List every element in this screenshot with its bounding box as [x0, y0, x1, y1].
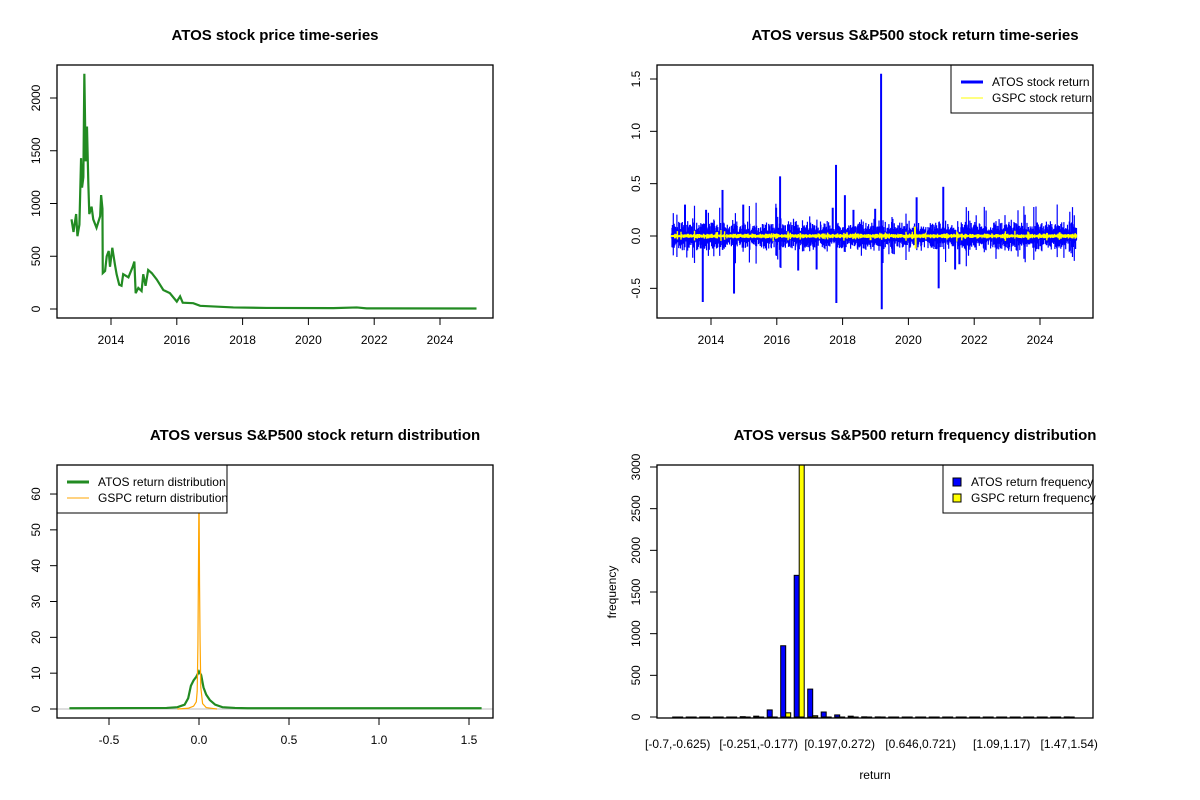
- atos-density-line: [69, 669, 482, 710]
- y-tick-label: 0.0: [629, 227, 643, 244]
- legend-swatch-icon: [952, 493, 962, 503]
- panel-2: ATOS versus S&P500 stock return time-ser…: [629, 27, 1094, 347]
- plot-area: [672, 465, 1075, 718]
- legend-label: ATOS return distribution: [98, 475, 226, 489]
- y-tick-label: 60: [29, 487, 43, 501]
- y-tick-label: 1000: [29, 190, 43, 217]
- y-tick-label: 3000: [629, 453, 643, 480]
- y-tick-label: 1.0: [629, 123, 643, 140]
- atos-frequency-bar: [753, 715, 760, 718]
- plot-frame: [656, 464, 1094, 719]
- x-tick-label: 2016: [163, 333, 190, 347]
- plot-area: [670, 73, 1078, 310]
- y-tick-label: 1500: [29, 137, 43, 164]
- legend-box: [950, 64, 1094, 114]
- x-tick-label: 2022: [361, 333, 388, 347]
- x-tick-label: [-0.7,-0.625): [645, 737, 710, 751]
- x-tick-label: 2014: [98, 333, 125, 347]
- atos-frequency-bar: [766, 709, 773, 718]
- y-tick-label: 2500: [629, 495, 643, 522]
- legend-swatch-icon: [952, 477, 962, 487]
- legend: ATOS stock return GSPC stock return: [950, 64, 1094, 114]
- atos-frequency-bar: [807, 688, 814, 718]
- y-axis-label: frequency: [605, 566, 619, 619]
- price-line: [70, 73, 477, 310]
- gspc-frequency-bar: [798, 465, 805, 718]
- atos-frequency-bar: [834, 714, 841, 718]
- x-tick-label: 1.0: [371, 733, 388, 747]
- y-tick-label: 500: [629, 665, 643, 685]
- atos-frequency-bar: [847, 715, 854, 718]
- y-tick-label: 0: [629, 713, 643, 720]
- x-tick-label: 2020: [295, 333, 322, 347]
- x-tick-label: 2014: [698, 333, 725, 347]
- legend: ATOS return distribution GSPC return dist…: [56, 464, 228, 514]
- chart-title: ATOS versus S&P500 return frequency dist…: [734, 427, 1097, 444]
- x-tick-label: [1.47,1.54): [1041, 737, 1098, 751]
- x-tick-label: 2016: [763, 333, 790, 347]
- x-tick-label: 2020: [895, 333, 922, 347]
- x-tick-label: 2018: [229, 333, 256, 347]
- chart-title: ATOS stock price time-series: [171, 27, 378, 44]
- panel-4: ATOS versus S&P500 return frequency dist…: [605, 427, 1098, 782]
- gspc-density-line: [177, 483, 218, 710]
- panel-3: ATOS versus S&P500 stock return distribu…: [29, 427, 494, 747]
- plot-frame: [656, 64, 1094, 319]
- y-tick-label: 20: [29, 630, 43, 644]
- x-tick-label: 2024: [1027, 333, 1054, 347]
- y-tick-label: 1.5: [629, 70, 643, 87]
- x-tick-label: -0.5: [99, 733, 120, 747]
- legend: ATOS return frequency GSPC return frequen…: [942, 464, 1096, 514]
- x-tick-label: 2018: [829, 333, 856, 347]
- y-tick-label: 0: [29, 305, 43, 312]
- x-axis-label: return: [859, 768, 890, 782]
- y-tick-label: 2000: [29, 84, 43, 111]
- y-tick-label: -0.5: [629, 278, 643, 299]
- plot-frame: [56, 64, 494, 319]
- legend-label: ATOS return frequency: [971, 475, 1093, 489]
- y-tick-label: 0: [29, 705, 43, 712]
- gspc-return-line: [670, 230, 1078, 242]
- legend-label: GSPC return frequency: [971, 491, 1096, 505]
- x-tick-label: 2022: [961, 333, 988, 347]
- x-tick-label: 1.5: [461, 733, 478, 747]
- panel-1: ATOS stock price time-series 0 500 1000 1500…: [29, 27, 494, 347]
- y-tick-label: 40: [29, 559, 43, 573]
- chart-title: ATOS versus S&P500 stock return time-ser…: [751, 27, 1078, 44]
- x-tick-label: 0.0: [191, 733, 208, 747]
- y-tick-label: 500: [29, 246, 43, 266]
- plot-area: [70, 73, 477, 310]
- atos-frequency-bar: [820, 711, 827, 718]
- y-tick-label: 30: [29, 595, 43, 609]
- y-tick-label: 1500: [629, 578, 643, 605]
- legend-box: [942, 464, 1094, 514]
- y-tick-label: 10: [29, 666, 43, 680]
- gspc-frequency-bar: [785, 712, 792, 718]
- y-tick-label: 0.5: [629, 175, 643, 192]
- chart-title: ATOS versus S&P500 stock return distribu…: [150, 427, 480, 444]
- gspc-frequency-bar: [812, 715, 819, 718]
- x-tick-label: [-0.251,-0.177): [719, 737, 798, 751]
- x-tick-label: [0.197,0.272): [804, 737, 875, 751]
- atos-frequency-bar: [780, 645, 787, 718]
- legend-box: [56, 464, 228, 514]
- legend-label: GSPC stock return: [992, 91, 1092, 105]
- x-tick-label: 0.5: [281, 733, 298, 747]
- atos-frequency-bar: [793, 574, 800, 718]
- plot-frame: [56, 464, 494, 719]
- y-tick-label: 1000: [629, 620, 643, 647]
- x-tick-label: 2024: [427, 333, 454, 347]
- x-tick-label: [0.646,0.721): [885, 737, 956, 751]
- legend-label: GSPC return distribution: [98, 491, 228, 505]
- legend-label: ATOS stock return: [992, 75, 1090, 89]
- y-tick-label: 50: [29, 523, 43, 537]
- plot-area: [57, 483, 493, 710]
- x-tick-label: [1.09,1.17): [973, 737, 1030, 751]
- y-tick-label: 2000: [629, 537, 643, 564]
